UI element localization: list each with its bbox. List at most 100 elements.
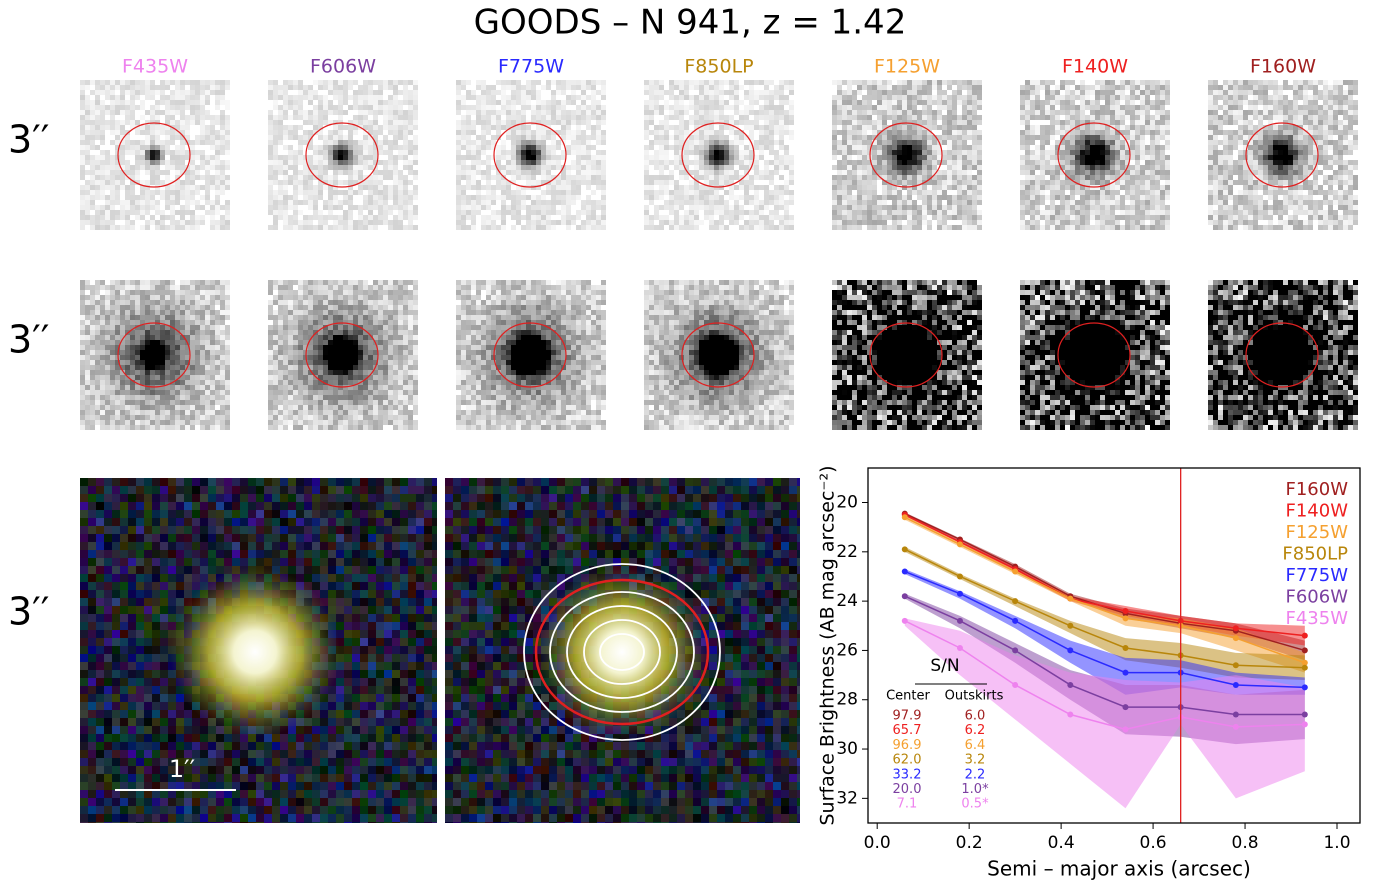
stamp-pixel bbox=[576, 135, 581, 140]
stamp-pixel bbox=[511, 80, 516, 85]
stamp-pixel bbox=[383, 100, 388, 105]
stamp-pixel bbox=[561, 120, 566, 125]
stamp-pixel bbox=[476, 115, 481, 120]
stamp-pixel bbox=[288, 115, 293, 120]
stamp-pixel bbox=[363, 400, 368, 405]
stamp-pixel bbox=[195, 350, 200, 355]
stamp-pixel bbox=[456, 120, 461, 125]
stamp-pixel bbox=[373, 355, 378, 360]
stamp-pixel bbox=[268, 380, 273, 385]
stamp-pixel bbox=[378, 390, 383, 395]
stamp-pixel bbox=[456, 135, 461, 140]
stamp-pixel bbox=[140, 380, 145, 385]
stamp-pixel bbox=[536, 375, 541, 380]
stamp-pixel bbox=[471, 155, 476, 160]
stamp-pixel bbox=[215, 200, 220, 205]
stamp-pixel bbox=[476, 400, 481, 405]
stamp-pixel bbox=[105, 120, 110, 125]
stamp-pixel bbox=[90, 405, 95, 410]
stamp-pixel bbox=[205, 160, 210, 165]
stamp-pixel bbox=[471, 350, 476, 355]
stamp-pixel bbox=[373, 215, 378, 220]
stamp-pixel bbox=[501, 95, 506, 100]
stamp-pixel bbox=[551, 385, 556, 390]
stamp-pixel bbox=[308, 220, 313, 225]
stamp-pixel bbox=[100, 395, 105, 400]
stamp-pixel bbox=[601, 170, 606, 175]
stamp-pixel bbox=[546, 145, 551, 150]
stamp-pixel bbox=[338, 415, 343, 420]
stamp-pixel bbox=[363, 405, 368, 410]
stamp-pixel bbox=[313, 345, 318, 350]
stamp-pixel bbox=[476, 340, 481, 345]
stamp-pixel bbox=[481, 160, 486, 165]
stamp-pixel bbox=[190, 115, 195, 120]
stamp-pixel bbox=[343, 170, 348, 175]
stamp-pixel bbox=[456, 160, 461, 165]
stamp-pixel bbox=[205, 175, 210, 180]
stamp-pixel bbox=[348, 320, 353, 325]
stamp-pixel bbox=[85, 360, 90, 365]
stamp-pixel bbox=[576, 350, 581, 355]
stamp-pixel bbox=[278, 115, 283, 120]
stamp-pixel bbox=[115, 185, 120, 190]
stamp-pixel bbox=[551, 155, 556, 160]
stamp-pixel bbox=[135, 300, 140, 305]
stamp-pixel bbox=[90, 125, 95, 130]
stamp-pixel bbox=[278, 280, 283, 285]
stamp-pixel bbox=[313, 375, 318, 380]
stamp-pixel bbox=[536, 220, 541, 225]
stamp-pixel bbox=[403, 200, 408, 205]
stamp-pixel bbox=[215, 170, 220, 175]
stamp-pixel bbox=[591, 360, 596, 365]
stamp-pixel bbox=[308, 140, 313, 145]
stamp-pixel bbox=[288, 415, 293, 420]
stamp-pixel bbox=[273, 130, 278, 135]
stamp-pixel bbox=[278, 330, 283, 335]
stamp-pixel bbox=[476, 160, 481, 165]
stamp-pixel bbox=[170, 200, 175, 205]
stamp-pixel bbox=[481, 395, 486, 400]
stamp-pixel bbox=[596, 400, 601, 405]
stamp-pixel bbox=[476, 420, 481, 425]
stamp-pixel bbox=[205, 310, 210, 315]
stamp-pixel bbox=[378, 380, 383, 385]
stamp-pixel bbox=[205, 200, 210, 205]
stamp-pixel bbox=[308, 390, 313, 395]
stamp-pixel bbox=[95, 405, 100, 410]
stamp-pixel bbox=[313, 150, 318, 155]
stamp-pixel bbox=[363, 215, 368, 220]
stamp-pixel bbox=[471, 355, 476, 360]
stamp-pixel bbox=[328, 325, 333, 330]
stamp-pixel bbox=[536, 400, 541, 405]
stamp-pixel bbox=[649, 110, 654, 115]
stamp-pixel bbox=[130, 400, 135, 405]
stamp-pixel bbox=[278, 300, 283, 305]
stamp-pixel bbox=[170, 370, 175, 375]
stamp-pixel bbox=[348, 200, 353, 205]
stamp-pixel bbox=[581, 280, 586, 285]
stamp-pixel bbox=[408, 180, 413, 185]
stamp-pixel bbox=[531, 180, 536, 185]
stamp-pixel bbox=[501, 105, 506, 110]
stamp-pixel bbox=[358, 390, 363, 395]
stamp-pixel bbox=[160, 170, 165, 175]
stamp-pixel bbox=[506, 130, 511, 135]
stamp-pixel bbox=[644, 160, 649, 165]
stamp-pixel bbox=[338, 335, 343, 340]
stamp-pixel bbox=[501, 310, 506, 315]
stamp-pixel bbox=[338, 310, 343, 315]
stamp-pixel bbox=[125, 150, 130, 155]
stamp-pixel bbox=[368, 400, 373, 405]
stamp-pixel bbox=[511, 410, 516, 415]
stamp-pixel bbox=[80, 120, 85, 125]
stamp-pixel bbox=[353, 130, 358, 135]
stamp-pixel bbox=[273, 425, 278, 430]
stamp-pixel bbox=[145, 210, 150, 215]
stamp-pixel bbox=[363, 80, 368, 85]
stamp-pixel bbox=[165, 385, 170, 390]
stamp-pixel bbox=[486, 420, 491, 425]
stamp-pixel bbox=[601, 160, 606, 165]
stamp-pixel bbox=[205, 155, 210, 160]
stamp-pixel bbox=[368, 375, 373, 380]
